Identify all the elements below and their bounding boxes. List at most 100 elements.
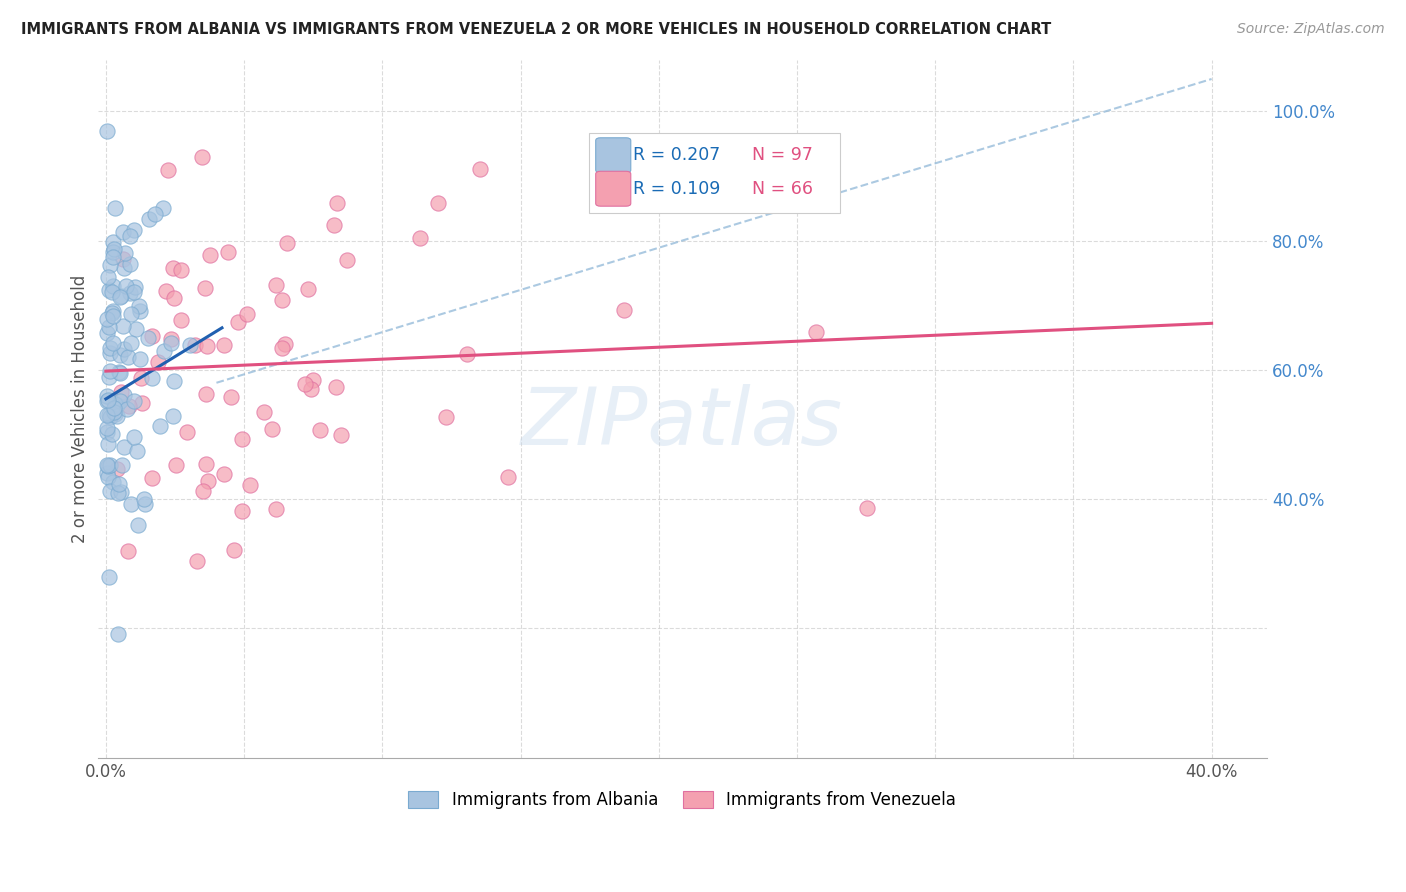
Point — [118, 257, 141, 271]
Point — [299, 383, 322, 397]
Point — [101, 475, 124, 489]
Point — [124, 430, 146, 444]
Point — [98, 410, 121, 425]
Point — [409, 231, 432, 245]
Point — [112, 226, 135, 240]
Point — [98, 484, 121, 499]
Text: N = 66: N = 66 — [752, 180, 814, 198]
Point — [120, 336, 142, 351]
Point — [163, 374, 186, 388]
FancyBboxPatch shape — [596, 137, 631, 173]
Point — [260, 421, 283, 435]
Point — [105, 409, 128, 424]
Point — [101, 306, 124, 320]
Point — [136, 331, 159, 345]
Point — [122, 285, 145, 299]
Point — [117, 351, 139, 365]
Point — [104, 397, 127, 411]
Point — [104, 201, 127, 215]
Point — [325, 379, 347, 393]
Point — [101, 309, 124, 323]
Point — [107, 627, 129, 641]
Point — [219, 390, 242, 404]
Point — [163, 291, 186, 305]
Point — [170, 262, 193, 277]
Point — [98, 341, 121, 355]
Point — [146, 355, 169, 369]
Point — [195, 339, 218, 353]
Point — [105, 462, 128, 476]
Text: N = 97: N = 97 — [752, 146, 813, 164]
Point — [103, 250, 125, 264]
Point — [134, 491, 156, 506]
Point — [184, 338, 207, 352]
Point — [118, 286, 141, 301]
Point — [112, 260, 135, 275]
Point — [100, 426, 122, 441]
Point — [155, 284, 177, 298]
Point — [162, 261, 184, 276]
Point — [434, 409, 457, 424]
Y-axis label: 2 or more Vehicles in Household: 2 or more Vehicles in Household — [72, 275, 89, 542]
Point — [111, 458, 134, 472]
Point — [97, 459, 120, 474]
Point — [114, 245, 136, 260]
Point — [100, 258, 122, 272]
Point — [103, 404, 125, 418]
Point — [170, 313, 193, 327]
Point — [191, 483, 214, 498]
Point — [179, 338, 201, 352]
Point — [274, 337, 297, 351]
Point — [98, 370, 121, 384]
Point — [456, 347, 478, 361]
Point — [613, 302, 636, 317]
Point — [96, 312, 118, 326]
Point — [214, 338, 236, 352]
Point — [96, 393, 118, 408]
Point — [103, 401, 125, 415]
Point — [118, 229, 141, 244]
Point — [128, 300, 150, 314]
Point — [217, 245, 239, 260]
Point — [101, 245, 124, 260]
Point — [112, 252, 135, 267]
Point — [224, 543, 246, 558]
Point — [110, 348, 132, 362]
Point — [160, 335, 183, 350]
Point — [110, 384, 132, 399]
Point — [162, 409, 184, 423]
Point — [294, 377, 316, 392]
Text: IMMIGRANTS FROM ALBANIA VS IMMIGRANTS FROM VENEZUELA 2 OR MORE VEHICLES IN HOUSE: IMMIGRANTS FROM ALBANIA VS IMMIGRANTS FR… — [21, 22, 1052, 37]
Point — [804, 326, 827, 340]
Text: R = 0.109: R = 0.109 — [633, 180, 720, 198]
Point — [165, 458, 187, 473]
Point — [98, 458, 121, 472]
Point — [271, 342, 294, 356]
Point — [149, 419, 172, 434]
Legend: Immigrants from Albania, Immigrants from Venezuela: Immigrants from Albania, Immigrants from… — [402, 784, 963, 815]
Point — [270, 293, 292, 307]
Point — [103, 242, 125, 256]
Point — [105, 398, 128, 412]
Point — [309, 423, 332, 437]
Point — [131, 396, 153, 410]
Point — [138, 211, 160, 226]
Point — [231, 433, 253, 447]
Point — [97, 319, 120, 334]
Point — [127, 444, 149, 458]
Point — [112, 342, 135, 356]
Point — [276, 235, 298, 250]
Point — [470, 161, 492, 176]
Point — [239, 477, 262, 491]
Point — [856, 500, 879, 515]
Point — [323, 219, 346, 233]
Point — [112, 318, 135, 333]
Point — [329, 427, 352, 442]
Point — [212, 467, 235, 481]
Point — [120, 497, 142, 511]
Point — [96, 458, 118, 472]
Point — [129, 352, 152, 367]
Point — [96, 389, 118, 403]
Point — [266, 502, 288, 516]
Point — [97, 269, 120, 284]
